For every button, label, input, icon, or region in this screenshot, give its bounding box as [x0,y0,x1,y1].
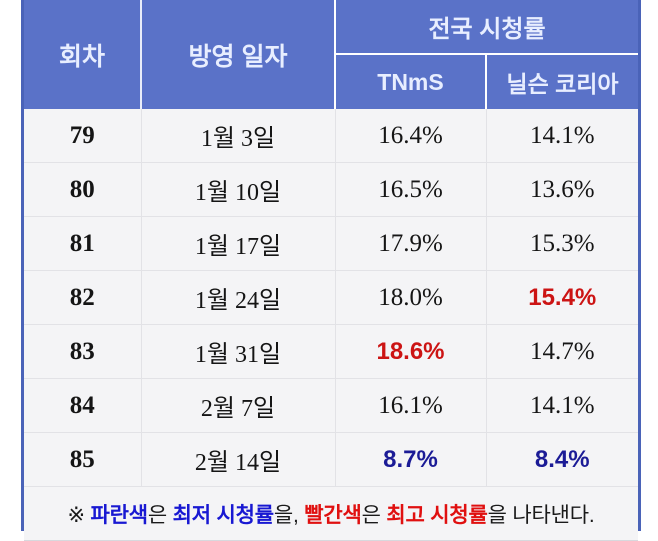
ratings-grid: 회차 방영 일자 전국 시청률 TNmS 닐슨 코리아 79 1월 3일 16.… [24,0,639,541]
header-episode: 회차 [24,0,141,109]
cell-air-date: 1월 10일 [140,162,335,217]
footnote-legend: ※ 파란색은 최저 시청률을, 빨간색은 최고 시청률을 나타낸다. [67,504,594,527]
footnote-after-blue-term: 을, [273,503,305,527]
cell-episode: 83 [24,324,141,379]
cell-tnms-rating: 18.0% [334,270,486,325]
cell-tnms-rating: 16.4% [334,109,486,163]
header-air-date: 방영 일자 [140,0,335,109]
table-row: 84 2월 7일 16.1% 14.1% [24,378,639,433]
table-body: 79 1월 3일 16.4% 14.1% 80 1월 10일 16.5% 13.… [24,109,639,541]
footnote-cell: ※ 파란색은 최저 시청률을, 빨간색은 최고 시청률을 나타낸다. [24,486,639,541]
cell-air-date: 1월 31일 [140,324,335,379]
cell-air-date: 2월 7일 [140,378,335,433]
header-sub-tnms: TNmS [334,54,486,109]
cell-episode: 80 [24,162,141,217]
table-row: 81 1월 17일 17.9% 15.3% [24,216,639,271]
footnote-blue-term: 최저 시청률 [172,503,274,527]
cell-nielsen-rating-lowest: 8.4% [485,432,639,487]
footnote-blue-word: 파란색 [90,503,149,527]
header-sub-nielsen-korea: 닐슨 코리아 [484,54,639,109]
cell-tnms-rating: 16.1% [334,378,486,433]
cell-air-date: 1월 17일 [140,216,335,271]
footnote-tail: 을 나타낸다. [487,503,595,527]
footnote-row: ※ 파란색은 최저 시청률을, 빨간색은 최고 시청률을 나타낸다. [24,486,639,541]
table-row: 85 2월 14일 8.7% 8.4% [24,432,639,487]
table-row: 79 1월 3일 16.4% 14.1% [24,109,639,163]
table-row: 83 1월 31일 18.6% 14.7% [24,324,639,379]
table-row: 82 1월 24일 18.0% 15.4% [24,270,639,325]
cell-episode: 79 [24,109,141,163]
cell-tnms-rating: 16.5% [334,162,486,217]
footnote-after-blue: 은 [147,503,173,527]
cell-tnms-rating-highest: 18.6% [334,324,486,379]
cell-tnms-rating: 17.9% [334,216,486,271]
cell-nielsen-rating: 14.1% [485,378,639,433]
cell-tnms-rating-lowest: 8.7% [334,432,486,487]
table-header: 회차 방영 일자 전국 시청률 TNmS 닐슨 코리아 [24,0,639,109]
header-row-sub: TNmS 닐슨 코리아 [24,54,639,109]
cell-nielsen-rating-highest: 15.4% [485,270,639,325]
cell-episode: 85 [24,432,141,487]
viewership-ratings-table: 회차 방영 일자 전국 시청률 TNmS 닐슨 코리아 79 1월 3일 16.… [21,0,641,541]
cell-episode: 81 [24,216,141,271]
cell-nielsen-rating: 13.6% [485,162,639,217]
footnote-after-red: 은 [361,503,387,527]
table-row: 80 1월 10일 16.5% 13.6% [24,162,639,217]
cell-nielsen-rating: 15.3% [485,216,639,271]
footnote-red-term: 최고 시청률 [386,503,488,527]
cell-nielsen-rating: 14.1% [485,109,639,163]
cell-air-date: 1월 24일 [140,270,335,325]
header-group-nationwide-rating: 전국 시청률 [333,0,639,55]
header-row-top: 회차 방영 일자 전국 시청률 [24,0,639,109]
footnote-red-word: 빨간색 [304,503,362,527]
cell-air-date: 1월 3일 [140,109,335,163]
footnote-mark: ※ [67,503,91,527]
cell-air-date: 2월 14일 [140,432,335,487]
cell-episode: 82 [24,270,141,325]
cell-nielsen-rating: 14.7% [485,324,639,379]
cell-episode: 84 [24,378,141,433]
